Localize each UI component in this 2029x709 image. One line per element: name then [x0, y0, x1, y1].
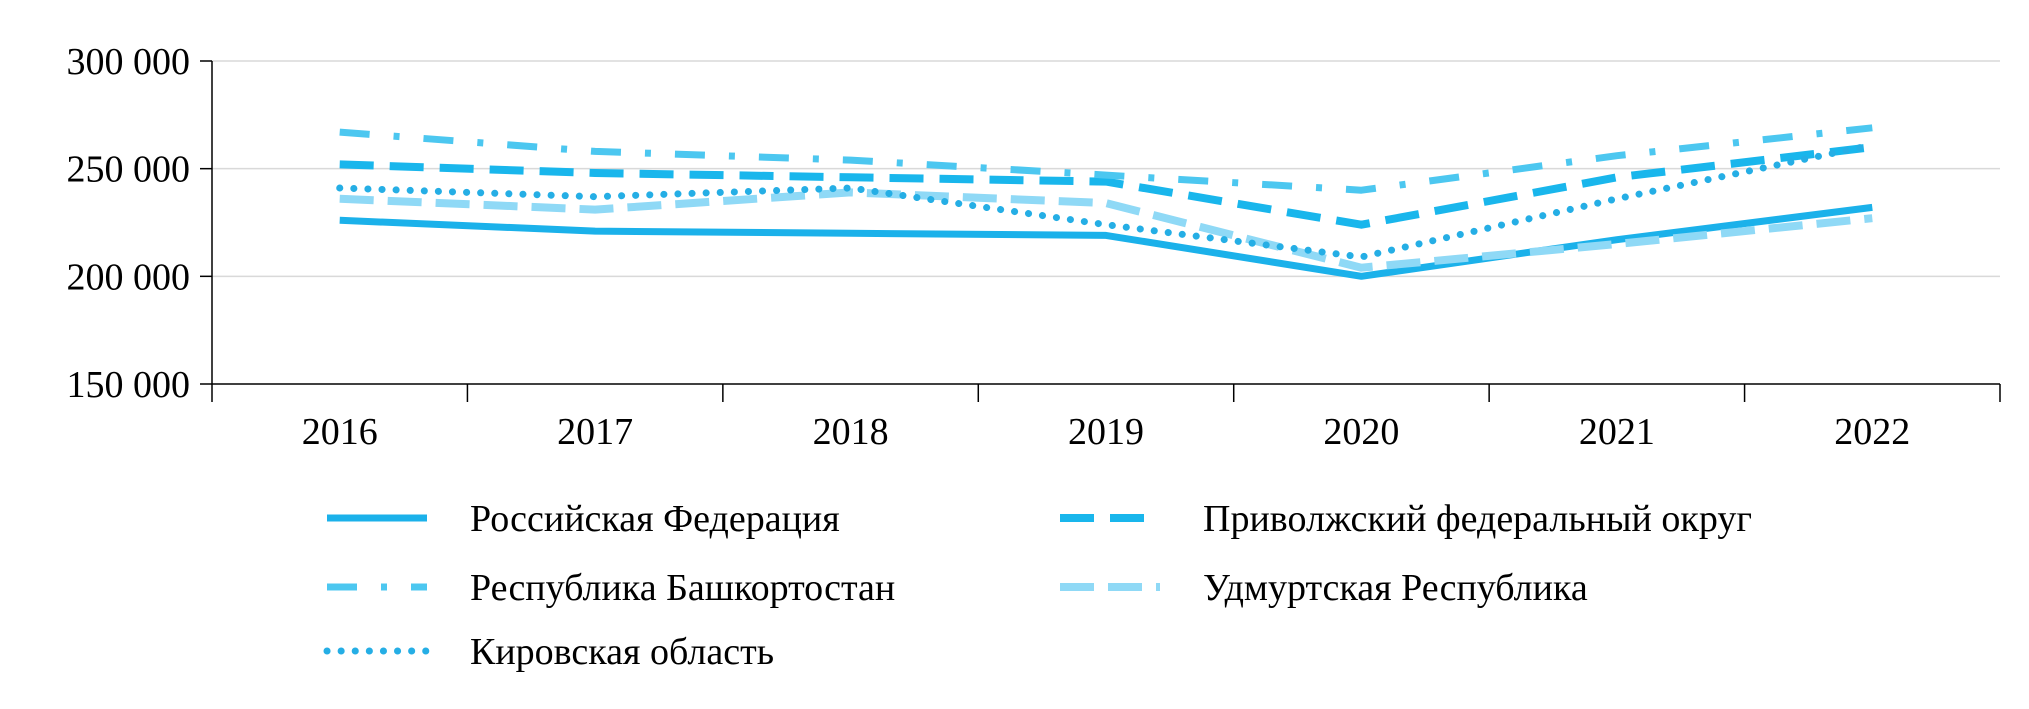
x-tick-label: 2020 — [1323, 411, 1399, 453]
grid-lines — [212, 60, 2000, 278]
x-tick-label: 2016 — [302, 411, 378, 453]
series-line-1 — [339, 203, 1873, 280]
series-line-3 — [339, 124, 1873, 194]
x-tick-label: 2021 — [1579, 411, 1655, 453]
series-lines — [336, 124, 1876, 280]
legend-label-2: Приволжский федеральный округ — [1203, 498, 1752, 540]
x-tick-label: 2017 — [557, 411, 633, 453]
y-tick-label: 150 000 — [67, 364, 191, 406]
x-tick-label: 2019 — [1068, 411, 1144, 453]
y-tick-label: 200 000 — [67, 256, 191, 298]
series-line-5 — [336, 141, 1876, 261]
legend-label-5: Кировская область — [470, 631, 774, 673]
axes: 150 000 200 000 250 000 300 000 2016 2017 2018… — [67, 41, 2001, 453]
series-line-4 — [339, 188, 1873, 272]
y-tick-label: 250 000 — [67, 149, 191, 191]
y-tick-label: 300 000 — [67, 41, 191, 83]
x-tick-label: 2018 — [813, 411, 889, 453]
legend: Российская Федерация Приволжский федераль… — [323, 498, 1752, 673]
series-line-2 — [339, 143, 1873, 229]
legend-label-1: Российская Федерация — [470, 498, 840, 540]
x-tick-label: 2022 — [1834, 411, 1910, 453]
legend-label-3: Республика Башкортостан — [470, 567, 895, 609]
legend-label-4: Удмуртская Республика — [1203, 567, 1588, 609]
